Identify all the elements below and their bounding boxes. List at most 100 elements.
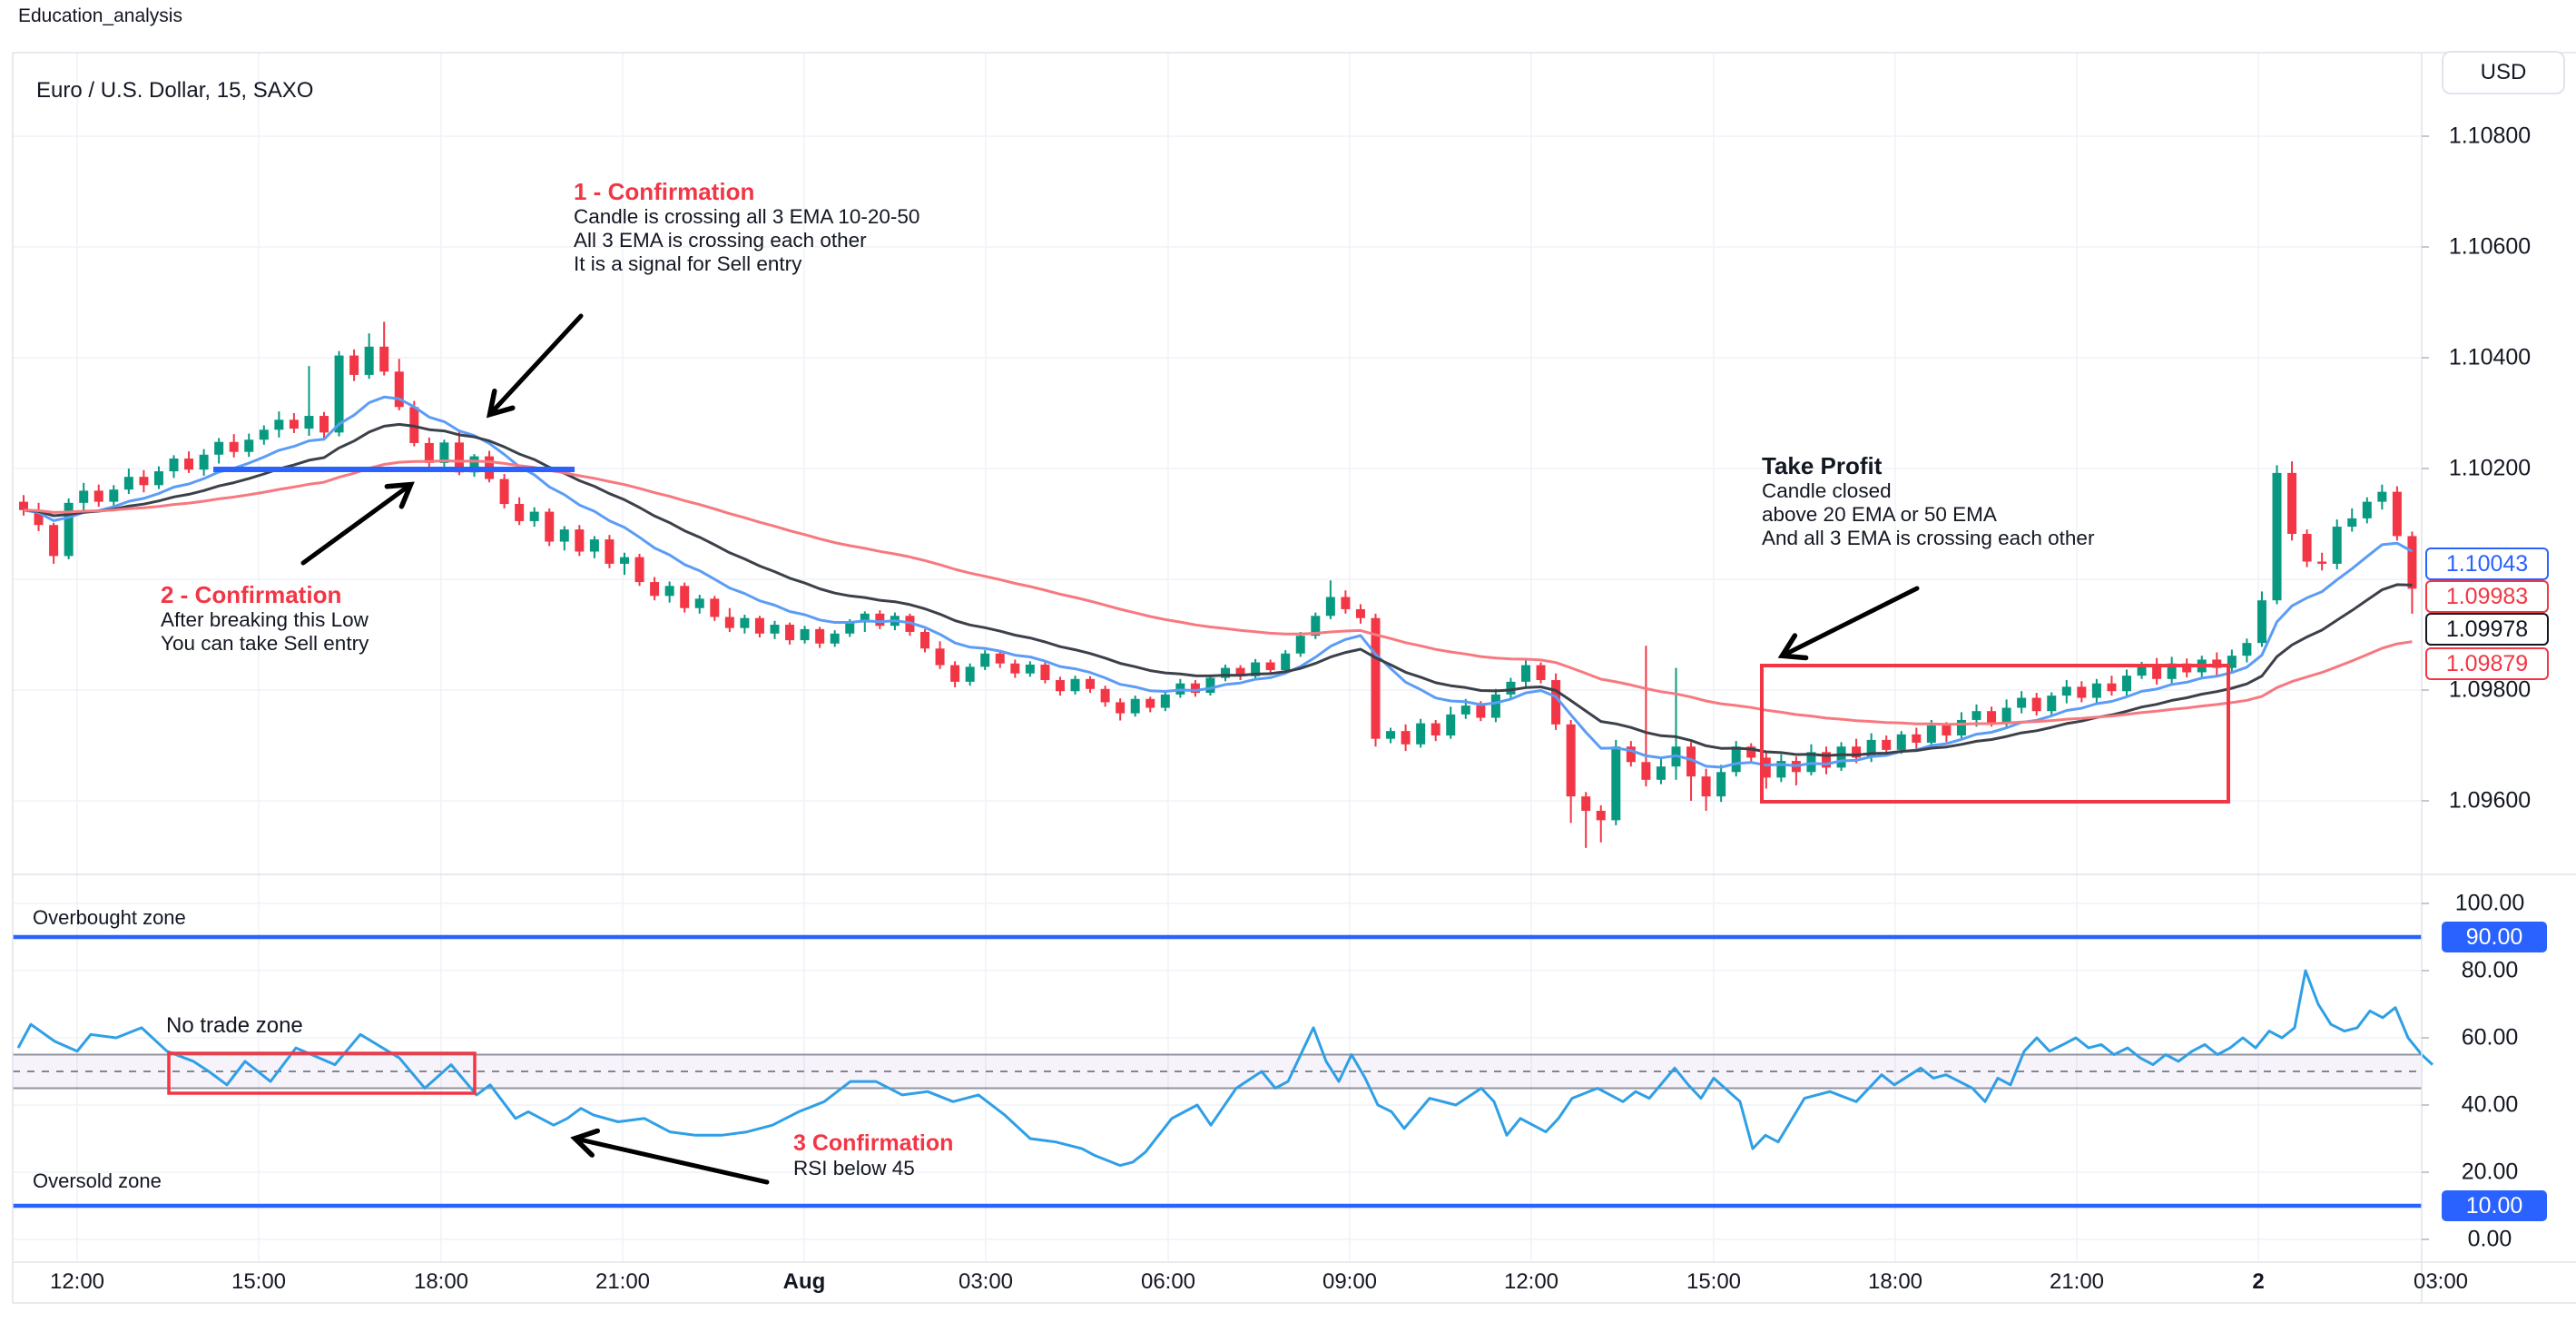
rsi-no-trade-box[interactable]: [167, 1051, 477, 1095]
ema-20-line[interactable]: [23, 422, 2413, 757]
price-tick-label: 1.09800: [2448, 676, 2532, 703]
candle-up: [1716, 772, 1726, 797]
candle-up: [2091, 683, 2101, 698]
rsi-tick-label: 60.00: [2461, 1024, 2519, 1051]
candle-down: [545, 511, 555, 542]
symbol-title[interactable]: Euro / U.S. Dollar, 15, SAXO: [36, 78, 314, 103]
rsi-level-badge: 90.00: [2442, 922, 2547, 952]
candle-up: [123, 477, 133, 490]
candle-down: [2407, 536, 2417, 589]
candle-down: [1040, 664, 1050, 681]
candle-up: [2347, 518, 2357, 528]
candle-up: [965, 666, 975, 682]
candle-up: [1490, 694, 1500, 718]
oversold-zone-label: Oversold zone: [33, 1169, 162, 1192]
candle-up: [153, 471, 163, 486]
candle-up: [2362, 501, 2372, 518]
annotation-line: Candle closed: [1762, 479, 1892, 502]
price-tick-label: 1.10600: [2448, 233, 2532, 260]
candle-down: [1476, 705, 1486, 718]
candle-up: [304, 416, 314, 429]
annotation-arrow-1[interactable]: [490, 313, 584, 414]
candle-up: [469, 456, 479, 473]
annotation-take-profit[interactable]: Take Profit Candle closed above 20 EMA o…: [1762, 452, 2094, 550]
candle-up: [1446, 714, 1456, 736]
ema-10-line[interactable]: [23, 395, 2414, 769]
candle-down: [1536, 665, 1546, 681]
rsi-tick-label: 0.00: [2467, 1226, 2512, 1252]
candle-up: [334, 355, 344, 433]
candle-down: [1641, 762, 1651, 780]
candle-down: [2182, 663, 2192, 673]
annotation-arrow-4[interactable]: [575, 1139, 770, 1185]
candle-down: [1190, 683, 1200, 694]
candle-down: [920, 631, 929, 649]
candle-up: [1130, 698, 1140, 714]
candle-up: [1521, 665, 1530, 682]
candle-down: [1882, 739, 1892, 750]
candle-up: [1460, 705, 1470, 715]
candle-up: [1866, 739, 1876, 758]
candle-down: [650, 582, 660, 597]
candle-up: [1025, 664, 1035, 674]
candle-up: [2332, 527, 2342, 564]
candle-down: [229, 441, 239, 452]
ema-50-line[interactable]: [23, 459, 2413, 726]
candle-down: [1145, 698, 1155, 708]
candle-up: [529, 511, 539, 521]
time-tick-label: 21:00: [595, 1269, 651, 1294]
annotation-arrow-3[interactable]: [1783, 586, 1920, 656]
candle-down: [2287, 472, 2297, 534]
annotation-confirmation-3[interactable]: 3 Confirmation RSI below 45: [793, 1130, 953, 1180]
candle-up: [2227, 656, 2237, 668]
candle-up: [2256, 600, 2266, 644]
annotation-line: It is a signal for Sell entry: [574, 252, 802, 275]
price-value-label: 1.09978: [2425, 613, 2549, 646]
time-tick-label: 15:00: [1686, 1269, 1742, 1294]
candle-down: [1371, 617, 1381, 739]
annotation-arrow-2[interactable]: [300, 485, 410, 566]
annotation-line: All 3 EMA is crossing each other: [574, 229, 867, 252]
candle-up: [830, 633, 840, 644]
rsi-line[interactable]: [16, 969, 2434, 1168]
candle-up: [2167, 663, 2177, 679]
candle-down: [1431, 723, 1440, 736]
candle-up: [2047, 696, 2057, 712]
time-tick-label: 18:00: [1867, 1269, 1923, 1294]
candle-down: [1626, 746, 1636, 763]
candle-up: [1896, 734, 1906, 750]
candle-up: [1386, 731, 1396, 739]
time-tick-label: 12:00: [49, 1269, 105, 1294]
time-tick-label: 2: [2252, 1269, 2265, 1294]
take-profit-box[interactable]: [1760, 664, 2230, 804]
rsi-tick-label: 80.00: [2461, 957, 2519, 983]
candle-down: [184, 459, 194, 470]
candle-up: [2272, 472, 2282, 601]
time-tick-label: 09:00: [1322, 1269, 1378, 1294]
currency-usd-button[interactable]: USD: [2442, 51, 2565, 94]
candle-down: [19, 501, 28, 510]
candle-up: [1506, 681, 1516, 695]
time-tick-label: 03:00: [958, 1269, 1014, 1294]
candle-down: [2317, 561, 2327, 564]
candle-up: [2001, 707, 2011, 724]
candle-up: [1776, 761, 1786, 778]
candle-up: [274, 419, 284, 430]
candle-down: [575, 529, 585, 552]
candle-down: [1010, 663, 1020, 674]
candle-up: [2377, 491, 2387, 502]
candle-down: [1341, 597, 1351, 609]
annotation-confirmation-2[interactable]: 2 - Confirmation After breaking this Low…: [161, 581, 369, 656]
candle-up: [1956, 719, 1966, 736]
candle-down: [349, 355, 359, 375]
annotation-confirmation-1[interactable]: 1 - Confirmation Candle is crossing all …: [574, 178, 919, 276]
candle-down: [1852, 746, 1862, 758]
time-tick-label: 03:00: [2413, 1269, 2469, 1294]
candle-up: [1971, 711, 1981, 720]
annotation-title: 1 - Confirmation: [574, 178, 755, 205]
candle-up: [694, 598, 704, 608]
candle-up: [1325, 597, 1335, 617]
candle-up: [2242, 643, 2252, 656]
